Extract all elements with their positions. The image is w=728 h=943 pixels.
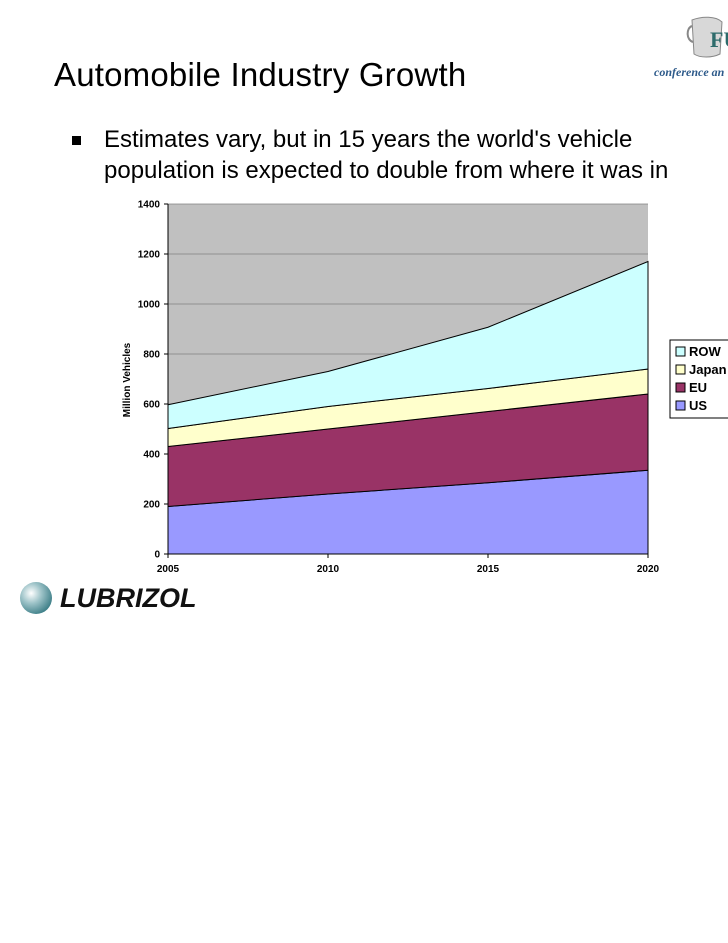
slide-title: Automobile Industry Growth xyxy=(54,56,467,93)
y-tick-label: 200 xyxy=(143,500,160,511)
y-tick-label: 600 xyxy=(143,400,160,411)
y-tick-label: 1400 xyxy=(138,200,161,211)
area-series-row xyxy=(167,260,649,430)
bullet-line-1: Estimates vary, but in 15 years the worl… xyxy=(104,126,633,153)
y-tick-label: 0 xyxy=(154,550,160,561)
x-tick-label: 2010 xyxy=(317,564,340,575)
legend-swatch-eu xyxy=(675,382,686,393)
legend-label-us: US xyxy=(689,398,707,413)
lubrizol-logo: LUBRIZOL xyxy=(20,582,196,614)
coffee-cup-icon xyxy=(686,16,723,58)
legend-swatch-row xyxy=(675,346,686,357)
logo-caption: conference an xyxy=(654,65,725,79)
legend-label-japan: Japan xyxy=(689,362,727,377)
bullet-square-icon xyxy=(72,136,81,145)
logo-badge-text: FU xyxy=(710,27,728,52)
legend-swatch-us xyxy=(675,400,686,411)
x-tick-label: 2005 xyxy=(157,564,180,575)
y-tick-label: 400 xyxy=(143,450,160,461)
vehicle-population-chart: 0 200 400 600 800 1000 1200 1400 2005 2010 2015 202… xyxy=(122,200,728,575)
y-tick-label: 1200 xyxy=(138,250,161,261)
x-tick-label: 2020 xyxy=(637,564,660,575)
y-tick-label: 1000 xyxy=(138,300,161,311)
legend-swatch-japan xyxy=(675,364,686,375)
legend-label-row: ROW xyxy=(689,344,722,359)
y-axis-label: Million Vehicles xyxy=(122,342,133,417)
legend-label-eu: EU xyxy=(689,380,707,395)
lubrizol-wordmark: LUBRIZOL xyxy=(60,583,196,613)
x-tick-label: 2015 xyxy=(477,564,500,575)
conference-logo: FU conference an xyxy=(654,16,728,79)
sphere-icon xyxy=(20,582,52,614)
bullet-line-2: population is expected to double from wh… xyxy=(104,157,669,184)
y-tick-label: 800 xyxy=(143,350,160,361)
